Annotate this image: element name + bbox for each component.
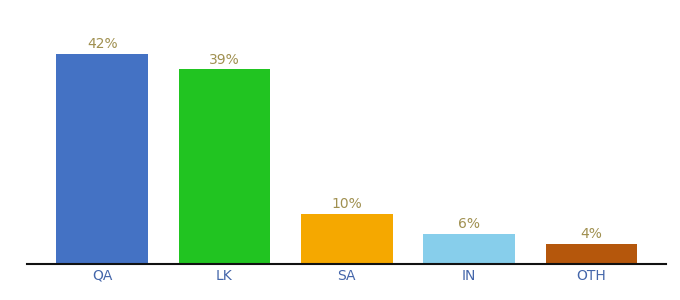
Bar [545, 244, 637, 264]
Bar [423, 234, 515, 264]
Text: 4%: 4% [581, 227, 602, 242]
Bar [179, 69, 271, 264]
Text: 6%: 6% [458, 218, 480, 232]
Bar [301, 214, 392, 264]
Bar [56, 54, 148, 264]
Text: 39%: 39% [209, 52, 240, 67]
Text: 42%: 42% [87, 38, 118, 52]
Text: 10%: 10% [331, 197, 362, 212]
